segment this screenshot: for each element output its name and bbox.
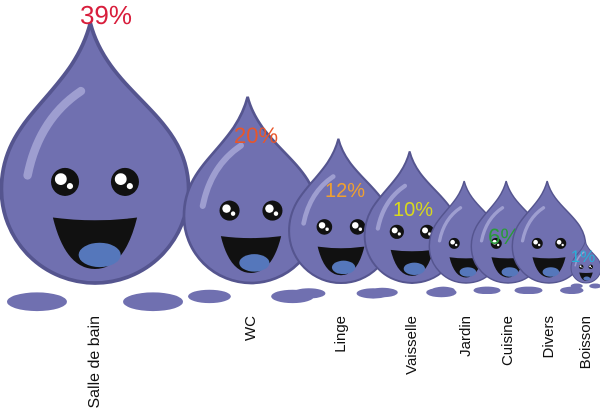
drop-foot <box>367 287 398 298</box>
category-label: Jardin <box>457 316 474 357</box>
drop-highlight <box>437 206 463 243</box>
drop-foot <box>473 286 497 295</box>
value-label: 39% <box>80 0 132 30</box>
drop-foot <box>187 289 231 304</box>
drop-foot <box>123 292 183 312</box>
category-label: Cuisine <box>499 316 516 366</box>
value-label: 1% <box>571 247 596 266</box>
drop-foot <box>570 283 583 289</box>
drop-highlight <box>520 206 546 243</box>
drop-highlight <box>375 183 408 231</box>
value-label: 12% <box>325 180 365 202</box>
drop-highlight <box>199 142 244 209</box>
drop-foot <box>514 286 538 295</box>
drop-foot <box>431 286 455 295</box>
drop-foot <box>589 283 600 289</box>
category-label: Linge <box>332 316 349 353</box>
category-label: Boisson <box>577 316 594 369</box>
drop-highlight <box>574 251 585 267</box>
category-label: Vaisselle <box>403 316 420 375</box>
drop-foot <box>7 292 67 312</box>
drop-foot <box>560 286 584 295</box>
drop-mark <box>182 96 320 304</box>
value-label: 10% <box>393 199 433 221</box>
drop-foot <box>292 288 326 299</box>
drop-mark <box>570 241 600 289</box>
value-label: 20% <box>234 123 278 148</box>
drop-mark <box>0 22 191 312</box>
category-label: WC <box>242 316 259 341</box>
drop-body <box>570 241 600 284</box>
drop-highlight <box>479 206 505 243</box>
drop-highlight <box>23 86 86 180</box>
drop-highlight <box>301 174 336 226</box>
category-label: Salle de bain <box>86 316 103 409</box>
category-label: Divers <box>540 316 557 359</box>
